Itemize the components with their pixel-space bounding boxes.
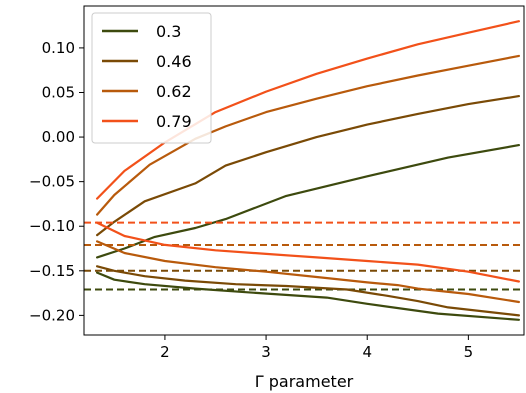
y-tick-label: 0.00: [42, 128, 75, 146]
series-line-0-upper: [95, 144, 521, 259]
legend-box: [91, 12, 212, 144]
legend-label: 0.62: [156, 82, 192, 101]
legend-label: 0.46: [156, 52, 192, 71]
y-tick-label: −0.20: [29, 306, 75, 324]
y-tick-label: 0.05: [42, 83, 75, 101]
x-tick-label: 4: [362, 343, 372, 361]
x-tick-label: 3: [261, 343, 271, 361]
series-line-2-lower: [95, 240, 521, 304]
y-tick-label: 0.10: [42, 39, 75, 57]
x-tick-label: 5: [464, 343, 474, 361]
y-tick-label: −0.10: [29, 217, 75, 235]
series-line-3-upper: [95, 20, 521, 200]
series-line-2-upper: [95, 54, 521, 216]
series-line-1-upper: [95, 94, 521, 237]
legend-label: 0.79: [156, 112, 192, 131]
legend-label: 0.3: [156, 22, 181, 41]
y-tick-label: −0.15: [29, 262, 75, 280]
y-tick-label: −0.05: [29, 173, 75, 191]
x-tick-label: 2: [160, 343, 170, 361]
plot-frame: [83, 5, 525, 336]
series-lines: [84, 20, 524, 321]
x-axis-title: Γ parameter: [255, 372, 354, 391]
series-line-3-lower: [95, 221, 521, 283]
y-axis: −0.20 −0.15 −0.10 −0.05 0.00 0.05 0.10: [29, 39, 84, 324]
x-axis: 2 3 4 5: [160, 335, 473, 361]
legend: 0.3 0.46 0.62 0.79: [91, 12, 212, 144]
series-line-0-lower: [95, 271, 521, 321]
series-line-1-lower: [95, 265, 521, 317]
